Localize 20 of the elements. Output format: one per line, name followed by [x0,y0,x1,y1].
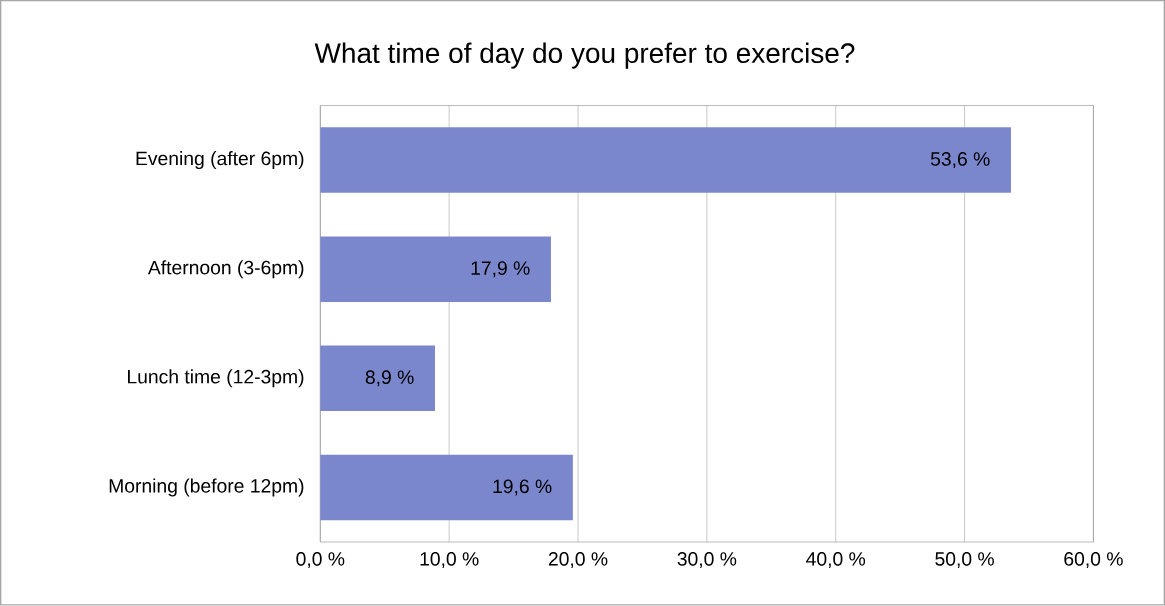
y-tick-label: Morning (before 12pm) [109,478,304,497]
x-tick-label: 30,0 % [677,552,737,569]
bar [320,236,551,303]
bar [320,345,435,412]
y-tick-label: Lunch time (12-3pm) [128,369,304,388]
y-tick-label: Afternoon (3-6pm) [147,260,304,279]
data-label: 19,6 % [493,479,552,496]
x-tick-label: 50,0 % [935,552,994,569]
x-tick-label: 60,0 % [1064,552,1123,569]
bar [320,127,1011,194]
bar [320,454,573,521]
data-label: 8,9 % [365,370,414,387]
x-tick-label: 10,0 % [420,552,479,569]
chart-title: What time of day do you prefer to exercise? [314,42,855,69]
data-label: 53,6 % [930,152,990,169]
y-tick-label: Evening (after 6pm) [136,151,304,170]
x-tick-label: 40,0 % [806,552,866,569]
x-tick-label: 20,0 % [548,552,608,569]
x-tick-label: 0,0 % [296,552,345,569]
data-label: 17,9 % [471,261,530,278]
